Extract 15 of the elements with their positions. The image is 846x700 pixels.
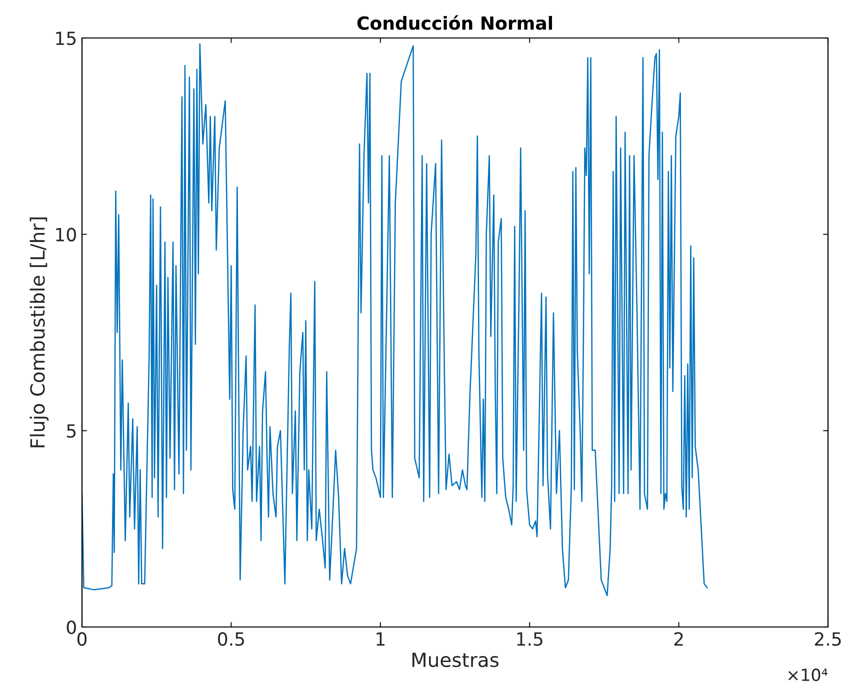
y-tick-label: 15 (56, 32, 76, 46)
x-tick-label: 1.5 (517, 632, 542, 646)
x-tick-label: 2.5 (814, 632, 841, 646)
y-tick-label: 10 (56, 228, 76, 242)
y-tick-label: 5 (67, 424, 76, 438)
x-tick-label: 2 (674, 632, 683, 646)
x-tick-label: 0 (77, 632, 87, 646)
x-tick-label: 1 (376, 632, 384, 646)
x-tick-label: 0.5 (218, 632, 244, 646)
x-axis-title: Muestras (412, 652, 498, 668)
chart-title: Conducción Normal (357, 15, 552, 30)
y-tick-label: 0 (66, 620, 76, 634)
y-axis-title: Flujo Combustible [L/hr] (30, 217, 49, 448)
line-series (82, 43, 708, 596)
text: ×10⁴ (788, 668, 828, 682)
